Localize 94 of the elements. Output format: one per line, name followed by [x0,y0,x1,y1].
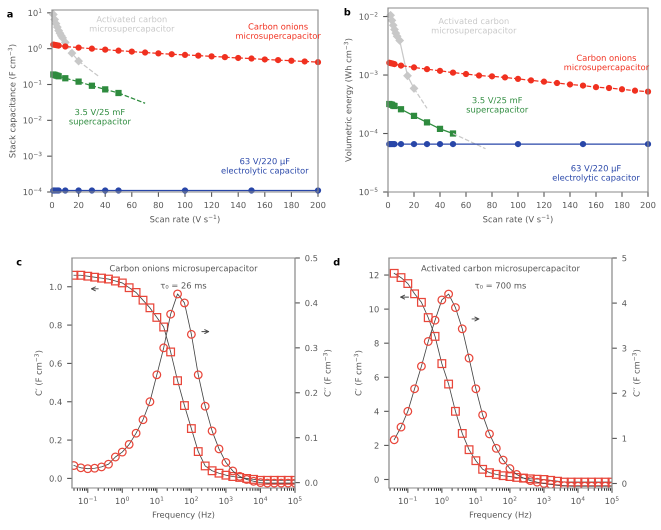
x-tick-label: 160 [258,202,272,208]
x-tick-label: 20 [74,202,84,208]
x-tick-label: 140 [231,202,246,208]
series-label: 63 V/220 μF electrolytic capacitor [221,158,309,176]
y-tick-label: 8 [374,340,379,346]
x-tick-label: 200 [640,202,656,208]
y-tick-label: 2 [374,442,378,449]
x-tick-label: 10$^{4}$ [572,496,585,504]
y-tick-label: 10$^{−5}$ [360,188,378,196]
annotation: τ₀ = 700 ms [475,282,526,289]
x-tick-label: 200 [310,202,326,208]
x-tick-label: 20 [409,202,419,208]
x-axis-title: Scan rate (V s$^{−1}$) [483,214,553,224]
y-tick-label: 10$^{−2}$ [360,12,378,20]
y-tick-label: 10$^{0}$ [28,44,42,52]
x-tick-label: 10$^{−1}$ [398,496,417,504]
y2-tick-label: 0.4 [305,300,318,306]
series-label: Carbon onions microsupercapacitor [236,23,321,41]
x-tick-label: 120 [536,202,552,208]
x-tick-label: 10$^{0}$ [435,496,449,504]
y2-tick-label: 0.0 [305,480,318,486]
x-tick-label: 10$^{4}$ [254,496,268,504]
x-tick-label: 10$^{1}$ [469,496,482,504]
x-tick-label: 60 [127,202,137,208]
x-tick-label: 10$^{1}$ [150,496,164,504]
y-tick-label: 12 [370,272,378,278]
y2-tick-label: 4 [622,300,627,306]
x-axis-title: Frequency (Hz) [470,511,532,520]
x-axis-title: Scan rate (V s$^{−1}$) [150,214,220,224]
text: 3.5 V/25 mF supercapacitor [69,108,131,126]
x-tick-label: 60 [461,202,471,208]
text: 63 V/220 μF electrolytic capacitor [552,165,640,182]
y-tick-label: 6 [374,374,379,381]
y-tick-label: 10$^{−2}$ [24,116,42,124]
y-tick-label: 0.2 [50,437,62,444]
x-tick-label: 10$^{5}$ [288,496,302,504]
y2-tick-label: 3 [622,345,626,352]
y-tick-label: 10$^{−3}$ [24,152,42,160]
x-tick-label: 10$^{2}$ [503,496,516,504]
y-tick-label: 10$^{−4}$ [360,129,378,137]
y2-tick-label: 1 [622,435,626,442]
x-tick-label: 0 [386,202,390,208]
x-tick-label: 180 [284,202,299,208]
y2-axis-title: C′′ (F cm$^{−3}$) [632,350,641,396]
y2-tick-label: 2 [622,390,626,396]
y-tick-label: 10$^{−3}$ [360,70,378,78]
x-tick-label: 40 [435,202,445,208]
x-axis-title: Frequency (Hz) [152,511,214,520]
y-tick-label: 10$^{−4}$ [24,188,42,196]
annotation: τ₀ = 26 ms [160,282,206,289]
text: 3.5 V/25 mF supercapacitor [466,96,528,114]
chart-title: a [7,12,13,18]
y-tick-label: 0.0 [50,475,62,482]
y-axis-title: C′ (F cm$^{−3}$) [354,350,362,396]
y-axis-title: Stack capacitance (F cm$^{−3}$) [8,44,18,158]
x-tick-label: 10$^{−1}$ [78,496,97,504]
x-tick-label: 40 [100,202,110,208]
y2-tick-label: 5 [622,255,626,262]
x-tick-label: 140 [562,202,578,208]
annotation: Activated carbon microsupercapacitor [421,264,580,273]
y-tick-label: 10$^{1}$ [28,8,42,16]
y2-tick-label: 0.5 [305,254,318,262]
y-tick-label: 0.8 [50,322,62,328]
x-tick-label: 180 [614,202,630,208]
series-label: Carbon onions microsupercapacitor [564,54,650,72]
x-tick-label: 10$^{5}$ [606,496,619,504]
y-tick-label: 1.0 [50,284,62,290]
y-tick-label: 0 [374,476,379,483]
y-tick-label: 0.4 [50,398,62,406]
chart-title: b [344,8,350,16]
x-tick-label: 10$^{0}$ [116,496,129,504]
chart-title: d [334,258,340,266]
x-tick-label: 80 [487,202,497,208]
y-tick-label: 4 [374,408,379,414]
y-tick-label: 10 [370,306,379,312]
x-tick-label: 10$^{2}$ [184,496,198,504]
x-tick-label: 10$^{3}$ [220,496,233,504]
y-tick-label: 10$^{−1}$ [24,80,42,88]
x-tick-label: 80 [154,202,164,208]
y2-tick-label: 0.3 [305,344,318,352]
x-tick-label: 100 [178,202,192,208]
chart-title: c [16,260,22,266]
y2-tick-label: 0.2 [305,390,318,396]
y2-tick-label: 0 [622,480,626,487]
x-tick-label: 160 [588,202,604,208]
y-axis-title: C′ (F cm$^{−3}$) [34,350,43,396]
x-tick-label: 100 [510,202,526,208]
x-tick-label: 120 [204,202,219,208]
x-tick-label: 10$^{3}$ [538,496,551,504]
y2-axis-title: C′′ (F cm$^{−3}$) [322,350,332,396]
y-tick-label: 0.6 [50,360,62,367]
annotation: Carbon onions microsupercapacitor [110,264,258,273]
y-axis-title: Volumetric energy (Wh cm$^{−3}$) [344,38,354,162]
y2-tick-label: 0.1 [305,434,318,441]
